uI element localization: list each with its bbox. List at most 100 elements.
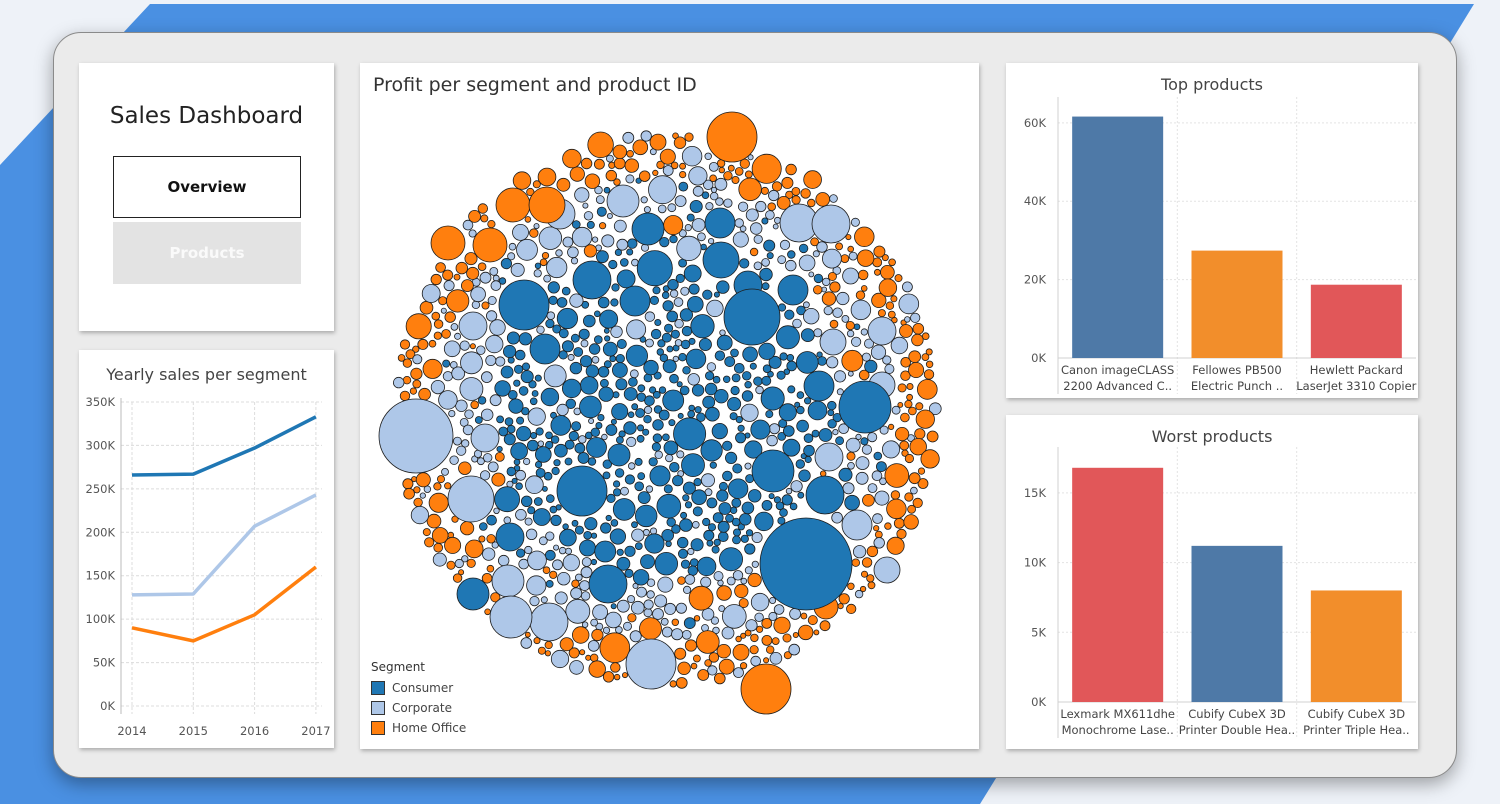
bubble bbox=[446, 289, 470, 313]
bubble bbox=[461, 555, 469, 563]
bubble bbox=[640, 130, 652, 142]
bubble bbox=[866, 545, 879, 558]
bubble bbox=[721, 604, 747, 629]
bubble bbox=[725, 513, 734, 523]
products-button[interactable]: Products bbox=[113, 222, 301, 284]
bubble bbox=[709, 461, 717, 469]
bubble bbox=[447, 475, 495, 523]
bubble bbox=[602, 459, 613, 469]
bubble bbox=[527, 506, 536, 515]
bubble bbox=[845, 437, 861, 453]
bubble bbox=[768, 611, 778, 621]
bubble bbox=[452, 573, 463, 583]
legend-item-consumer[interactable]: Consumer bbox=[371, 678, 466, 698]
bubble bbox=[867, 432, 878, 443]
bubble bbox=[789, 502, 798, 511]
bubble bbox=[690, 662, 698, 670]
bubble bbox=[453, 273, 461, 281]
bubble bbox=[833, 370, 847, 383]
bubble bbox=[674, 647, 687, 660]
bubble bbox=[673, 297, 684, 307]
bubble bbox=[449, 455, 459, 465]
bubble bbox=[672, 475, 684, 487]
bubble bbox=[872, 513, 883, 524]
bubble bbox=[612, 391, 620, 399]
bubble bbox=[845, 320, 855, 331]
bubble bbox=[570, 333, 580, 343]
bubble bbox=[461, 279, 474, 293]
bubble bbox=[899, 440, 910, 451]
bubble bbox=[516, 548, 526, 558]
bubble bbox=[554, 443, 568, 458]
bubble bbox=[681, 325, 693, 337]
bubble bbox=[562, 554, 580, 572]
legend-item-home-office[interactable]: Home Office bbox=[371, 718, 466, 738]
bubble bbox=[731, 373, 741, 383]
bubble bbox=[706, 539, 714, 547]
bubble bbox=[742, 346, 758, 363]
bubble bbox=[796, 405, 805, 415]
bubble bbox=[442, 269, 454, 281]
bubble bbox=[671, 524, 681, 534]
bubble bbox=[740, 577, 748, 585]
bubble bbox=[614, 248, 622, 256]
bubble bbox=[750, 222, 763, 235]
bubble bbox=[454, 558, 464, 569]
legend-item-corporate[interactable]: Corporate bbox=[371, 698, 466, 718]
bubble bbox=[444, 482, 452, 490]
bubble bbox=[747, 572, 762, 588]
category-label: Canon imageCLASS bbox=[1061, 363, 1174, 377]
bubble bbox=[565, 598, 591, 624]
bubble bbox=[776, 370, 786, 380]
bubble bbox=[710, 191, 719, 201]
bubble bbox=[677, 548, 688, 559]
bubble bbox=[450, 323, 459, 331]
bubble bbox=[649, 527, 658, 535]
bubble bbox=[482, 453, 493, 463]
category-label: Printer Double Hea.. bbox=[1179, 723, 1295, 737]
bubble bbox=[523, 457, 531, 466]
bubble bbox=[874, 490, 890, 506]
bubble bbox=[783, 651, 792, 660]
bubble bbox=[838, 467, 853, 482]
bubble bbox=[666, 345, 674, 353]
category-label: Electric Punch .. bbox=[1191, 379, 1283, 393]
bubble bbox=[730, 348, 739, 358]
bubble bbox=[678, 229, 687, 238]
bubble bbox=[750, 592, 770, 612]
bubble bbox=[827, 271, 837, 281]
bubble bbox=[565, 398, 577, 410]
bubble bbox=[582, 202, 589, 209]
bubble bbox=[771, 637, 780, 645]
bubble bbox=[761, 618, 773, 629]
bubble bbox=[650, 328, 662, 340]
bubble bbox=[529, 228, 539, 238]
corporate-swatch bbox=[371, 701, 385, 715]
bubble bbox=[535, 446, 552, 463]
bubble bbox=[673, 417, 707, 451]
bubble bbox=[627, 595, 636, 604]
bubble bbox=[827, 409, 835, 417]
bubble bbox=[635, 408, 646, 418]
bubble bbox=[646, 590, 655, 599]
bubble bbox=[602, 626, 611, 634]
bubble bbox=[614, 468, 625, 478]
bubble bbox=[579, 649, 586, 656]
bubble bbox=[915, 409, 935, 429]
bubble bbox=[487, 295, 497, 305]
bubble bbox=[860, 328, 868, 336]
bubble bbox=[723, 171, 733, 181]
overview-button[interactable]: Overview bbox=[113, 156, 301, 218]
bubble bbox=[594, 335, 603, 344]
bubble bbox=[438, 296, 448, 306]
bubble bbox=[613, 488, 622, 497]
bubble bbox=[684, 639, 698, 652]
bubble bbox=[768, 189, 780, 202]
bubble bbox=[588, 417, 595, 424]
bubble bbox=[661, 291, 670, 300]
bubble bbox=[643, 415, 652, 424]
bubble bbox=[470, 423, 500, 453]
bubble bbox=[480, 470, 491, 481]
bubble bbox=[661, 528, 675, 542]
bubble bbox=[529, 333, 561, 365]
